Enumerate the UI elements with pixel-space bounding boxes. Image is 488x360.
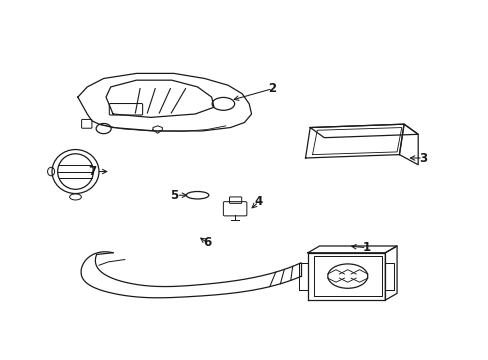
Text: 2: 2: [268, 82, 276, 95]
Text: 7: 7: [88, 165, 96, 178]
Text: 6: 6: [203, 236, 211, 249]
Text: 3: 3: [418, 152, 426, 165]
Text: 5: 5: [170, 189, 178, 202]
Text: 4: 4: [254, 195, 262, 208]
Text: 1: 1: [362, 241, 370, 254]
